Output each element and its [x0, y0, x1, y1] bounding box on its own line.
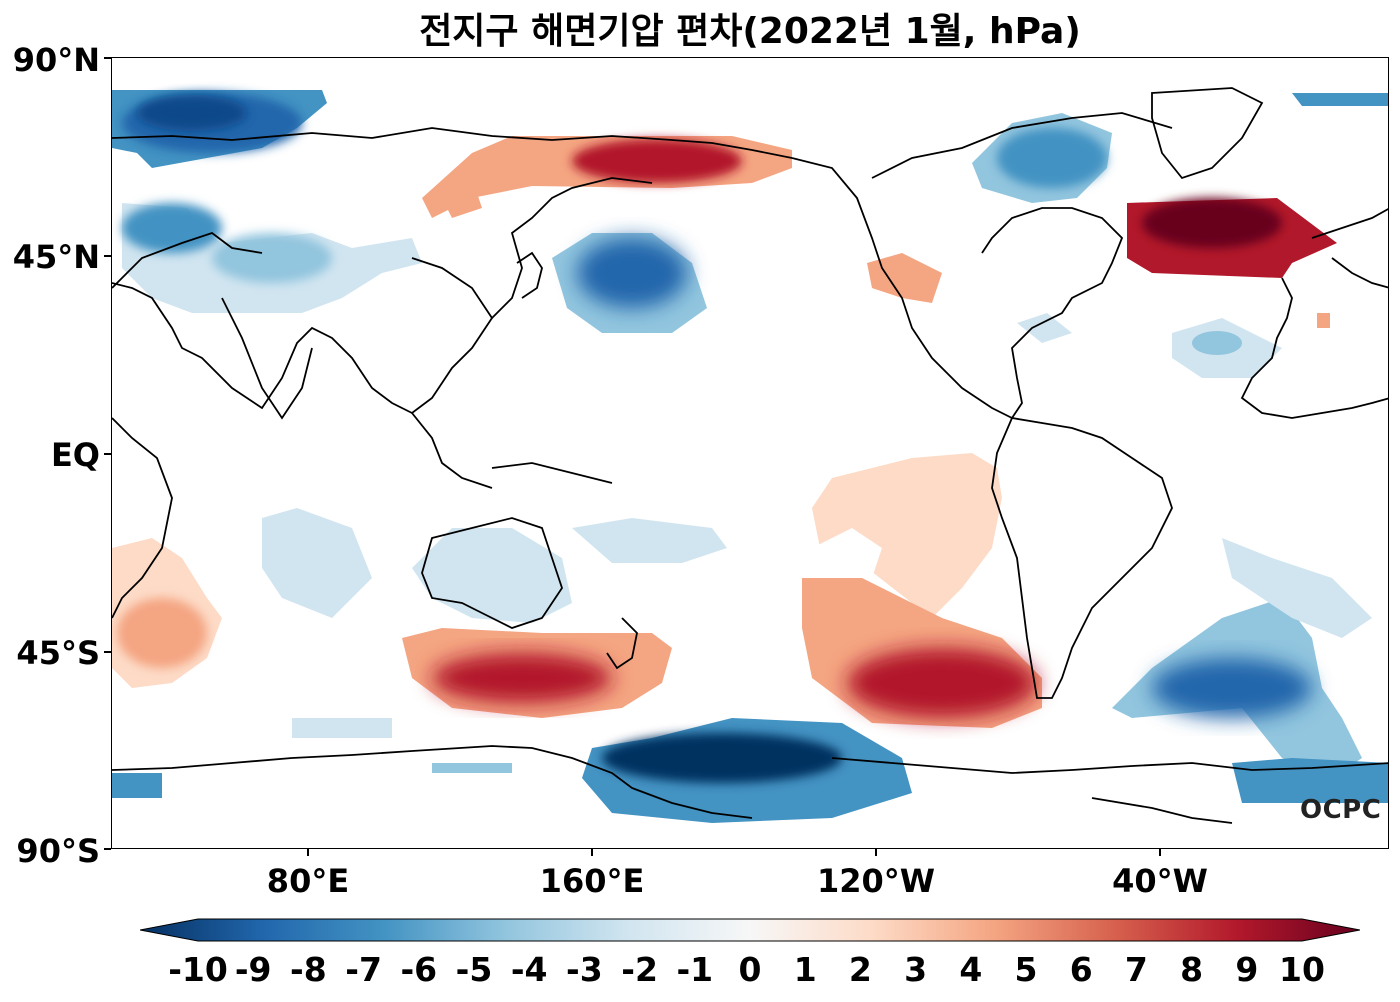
colorbar-tick-label: -7 [345, 950, 382, 989]
lon-label-160e: 160°E [539, 862, 645, 900]
lat-tick-90n [104, 57, 111, 59]
lat-label-45n: 45°N [12, 238, 100, 276]
colorbar-tick-label: 3 [904, 950, 928, 989]
colorbar-tick-label: 0 [738, 950, 762, 989]
coastlines [112, 87, 1388, 824]
colorbar-bar [140, 918, 1360, 942]
colorbar [140, 918, 1360, 942]
lon-tick-120w [875, 849, 877, 856]
colorbar-tick-label: 6 [1069, 950, 1093, 989]
lat-label-45s: 45°S [16, 634, 100, 672]
lat-tick-eq [104, 453, 111, 455]
colorbar-tick-label: 5 [1014, 950, 1038, 989]
anomaly-field [112, 90, 1388, 823]
colorbar-tick-label: -3 [566, 950, 603, 989]
lon-tick-160e [591, 849, 593, 856]
colorbar-tick-label: 10 [1279, 950, 1325, 989]
lon-label-80e: 80°E [266, 862, 350, 900]
ocpc-watermark: OCPC [1300, 795, 1382, 825]
anomaly-south-pacific-high [812, 453, 1002, 618]
colorbar-tick-label: 2 [848, 950, 872, 989]
colorbar-tick-label: -6 [400, 950, 438, 989]
colorbar-tick-label: -9 [234, 950, 272, 989]
colorbar-tick-label: 4 [959, 950, 983, 989]
map-title: 전지구 해면기압 편차(2022년 1월, hPa) [419, 11, 1081, 52]
anomaly-north-america-high [867, 253, 942, 303]
colorbar-tick-label: -8 [290, 950, 327, 989]
colorbar-tick-label: 7 [1124, 950, 1148, 989]
colorbar-tick-label: -4 [510, 950, 548, 989]
colorbar-tick-label: -5 [455, 950, 493, 989]
map-frame [111, 57, 1389, 849]
colorbar-tick-label: -10 [168, 950, 228, 989]
lat-label-eq: EQ [50, 436, 100, 474]
colorbar-tick-label: -1 [676, 950, 714, 989]
colorbar-tick-label: 9 [1235, 950, 1259, 989]
lon-tick-40w [1159, 849, 1161, 856]
lat-tick-45n [104, 255, 111, 257]
map-canvas [112, 87, 1388, 824]
lat-label-90n: 90°N [12, 41, 100, 79]
colorbar-tick-label: -2 [621, 950, 658, 989]
lon-label-40w: 40°W [1112, 862, 1208, 900]
lat-label-90s: 90°S [16, 832, 100, 870]
lon-tick-80e [307, 849, 309, 856]
colorbar-tick-label: 8 [1180, 950, 1204, 989]
colorbar-tick-label: 1 [793, 950, 817, 989]
lat-tick-45s [104, 651, 111, 653]
lon-label-120w: 120°W [816, 862, 936, 900]
lat-tick-90s [104, 848, 111, 850]
